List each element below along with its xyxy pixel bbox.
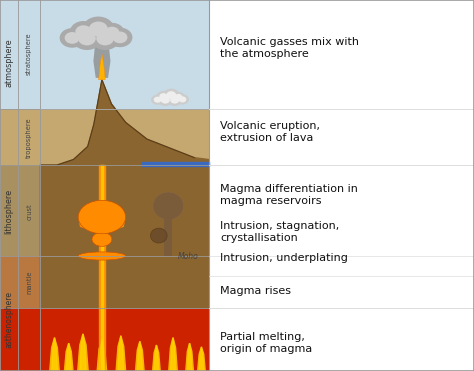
Polygon shape <box>137 341 142 371</box>
Circle shape <box>179 96 186 102</box>
Text: stratosphere: stratosphere <box>26 33 32 75</box>
Polygon shape <box>66 343 71 371</box>
Polygon shape <box>105 211 125 230</box>
Polygon shape <box>79 211 99 230</box>
Polygon shape <box>171 338 175 371</box>
Text: troposphere: troposphere <box>26 117 32 158</box>
Ellipse shape <box>78 200 126 234</box>
FancyBboxPatch shape <box>0 256 209 308</box>
FancyBboxPatch shape <box>209 0 474 371</box>
Text: Intrusion, underplating: Intrusion, underplating <box>220 253 348 263</box>
Text: Intrusion, stagnation,
crystallisation: Intrusion, stagnation, crystallisation <box>220 221 340 243</box>
Ellipse shape <box>153 192 183 220</box>
Text: Magma differentiation in
magma reservoirs: Magma differentiation in magma reservoir… <box>220 184 358 206</box>
Circle shape <box>172 92 185 102</box>
Circle shape <box>104 27 119 39</box>
Circle shape <box>163 89 180 102</box>
Circle shape <box>96 32 114 45</box>
Circle shape <box>70 21 97 42</box>
FancyBboxPatch shape <box>0 0 209 109</box>
Polygon shape <box>198 347 205 371</box>
Circle shape <box>60 28 85 48</box>
Circle shape <box>100 23 125 42</box>
Circle shape <box>112 32 128 43</box>
Circle shape <box>174 94 182 100</box>
Circle shape <box>108 27 132 47</box>
Circle shape <box>64 32 80 44</box>
Circle shape <box>176 94 189 105</box>
Text: Volcanic gasses mix with
the atmosphere: Volcanic gasses mix with the atmosphere <box>220 37 359 59</box>
Circle shape <box>159 93 168 100</box>
Polygon shape <box>118 336 124 371</box>
Text: atmosphere: atmosphere <box>5 39 13 88</box>
Polygon shape <box>93 43 110 78</box>
Circle shape <box>167 94 182 106</box>
Text: Volcanic eruption,
extrusion of lava: Volcanic eruption, extrusion of lava <box>220 121 320 143</box>
Polygon shape <box>99 54 105 80</box>
Polygon shape <box>64 343 73 371</box>
Circle shape <box>170 96 179 104</box>
Polygon shape <box>99 165 105 371</box>
Text: lithosphere: lithosphere <box>5 189 13 234</box>
Polygon shape <box>169 338 177 371</box>
FancyBboxPatch shape <box>0 109 209 165</box>
Text: Partial melting,
origin of magma: Partial melting, origin of magma <box>220 332 313 354</box>
Polygon shape <box>116 336 126 371</box>
Polygon shape <box>40 80 209 308</box>
Polygon shape <box>97 339 107 371</box>
Ellipse shape <box>92 232 112 246</box>
FancyBboxPatch shape <box>0 165 209 256</box>
Polygon shape <box>99 339 105 371</box>
Circle shape <box>82 17 114 42</box>
FancyBboxPatch shape <box>0 308 209 371</box>
Polygon shape <box>80 334 86 371</box>
Circle shape <box>156 91 171 102</box>
Circle shape <box>157 94 173 106</box>
Ellipse shape <box>78 252 126 260</box>
Circle shape <box>89 22 108 36</box>
Circle shape <box>72 27 102 50</box>
Circle shape <box>151 95 164 105</box>
Polygon shape <box>78 334 88 371</box>
Circle shape <box>154 97 162 103</box>
Circle shape <box>91 27 120 50</box>
Polygon shape <box>187 343 192 371</box>
Circle shape <box>161 96 170 104</box>
Text: Magma rises: Magma rises <box>220 286 292 296</box>
Circle shape <box>75 25 91 38</box>
Text: crust: crust <box>26 203 32 220</box>
FancyBboxPatch shape <box>164 219 172 256</box>
Circle shape <box>166 91 176 99</box>
Polygon shape <box>186 343 193 371</box>
Polygon shape <box>136 341 144 371</box>
Polygon shape <box>154 345 159 371</box>
Circle shape <box>78 32 96 45</box>
Polygon shape <box>153 345 160 371</box>
Polygon shape <box>199 347 204 371</box>
Text: asthenosphere: asthenosphere <box>5 290 13 348</box>
Text: mantle: mantle <box>26 270 32 294</box>
Text: Moho: Moho <box>178 252 199 261</box>
Polygon shape <box>50 338 59 371</box>
Ellipse shape <box>151 228 167 243</box>
Polygon shape <box>52 338 57 371</box>
